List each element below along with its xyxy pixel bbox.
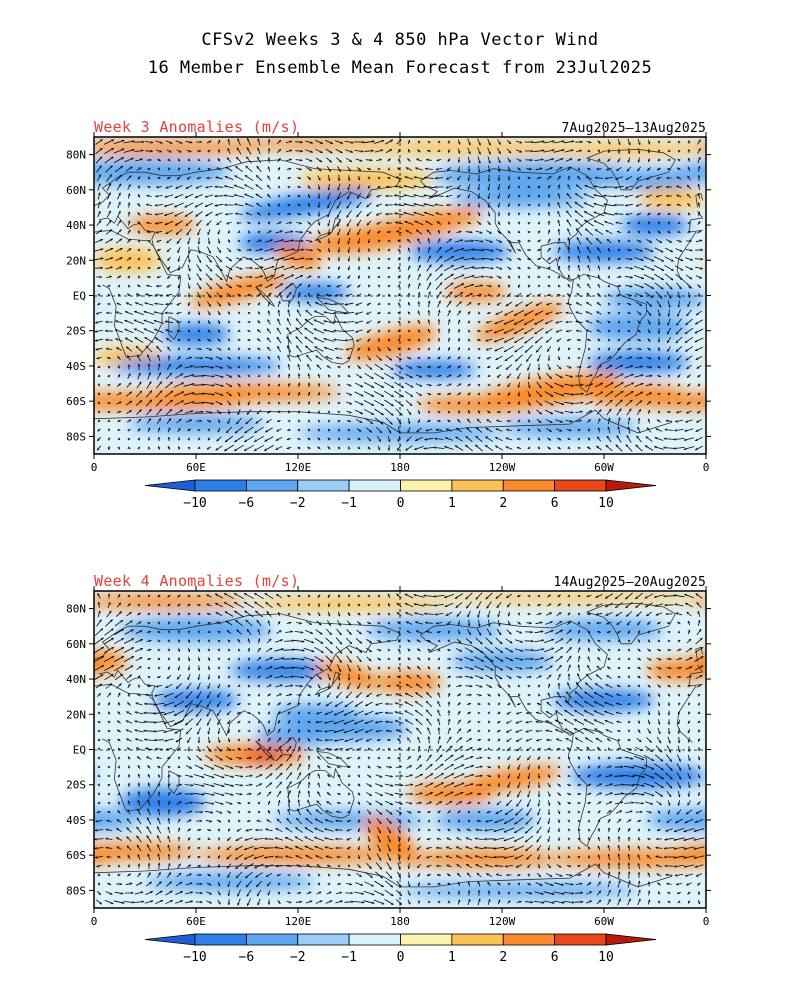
lat-label: 60S: [66, 849, 86, 862]
map-panel-week4: 80N 60N 40N 20N EQ 20S 40S 60S 80S 0 60E 120E 180 120…: [66, 586, 711, 928]
lon-label: 120W: [489, 915, 516, 928]
lon-label: 60W: [594, 915, 614, 928]
lat-label: 80S: [66, 884, 86, 897]
colorbar-label: 0: [397, 496, 405, 511]
colorbar-segment: [194, 933, 247, 946]
colorbar-label: 2: [499, 496, 507, 511]
panel-1-label: Week 3 Anomalies (m/s): [94, 118, 300, 136]
colorbar-label: −1: [341, 950, 357, 965]
lon-label: 120E: [285, 915, 312, 928]
colorbar-segment: [297, 479, 350, 492]
colorbar-segment: [245, 479, 299, 492]
colorbar-segment: [605, 933, 657, 946]
colorbar-label: 6: [551, 496, 559, 511]
colorbar-label: 6: [551, 950, 559, 965]
lat-label: 20S: [66, 779, 86, 792]
lon-label: 60E: [186, 915, 206, 928]
lat-label: 60N: [66, 184, 86, 197]
colorbar-label: −1: [341, 496, 357, 511]
colorbar-segment: [194, 479, 247, 492]
colorbar-segment: [554, 933, 607, 946]
lat-label: EQ: [73, 744, 86, 757]
colorbar-segment: [297, 933, 350, 946]
lon-label: 180: [390, 915, 410, 928]
colorbar-label: −2: [290, 950, 306, 965]
panel-1-dates: 7Aug2025—13Aug2025: [561, 121, 706, 136]
colorbar-segment: [400, 933, 453, 946]
colorbar-label: 10: [598, 950, 614, 965]
lat-label: EQ: [73, 290, 86, 303]
lat-label: 20N: [66, 254, 86, 267]
chart-title-line-1: CFSv2 Weeks 3 & 4 850 hPa Vector Wind: [201, 30, 599, 50]
lon-label: 60E: [186, 461, 206, 474]
colorbar-label: −10: [183, 496, 206, 511]
lat-label: 40N: [66, 219, 86, 232]
lat-label: 60S: [66, 395, 86, 408]
colorbar-segment: [502, 479, 556, 492]
colorbar-segment: [144, 933, 196, 946]
lat-label: 20S: [66, 325, 86, 338]
colorbar-label: −6: [239, 496, 255, 511]
lat-label: 40N: [66, 673, 86, 686]
lon-label: 60W: [594, 461, 614, 474]
colorbar-week3: −10 −6 −2 −1 0 1 2 6 10: [144, 479, 657, 511]
lat-label: 20N: [66, 708, 86, 721]
colorbar-label: −10: [183, 950, 206, 965]
colorbar-label: 0: [397, 950, 405, 965]
colorbar-segment: [451, 479, 504, 492]
colorbar-segment: [554, 479, 607, 492]
colorbar-segment: [348, 479, 401, 492]
colorbar-label: 1: [448, 950, 456, 965]
colorbar-label: 1: [448, 496, 456, 511]
colorbar-segment: [451, 933, 504, 946]
lon-label: 0: [703, 461, 710, 474]
lon-label: 120E: [285, 461, 312, 474]
panel-2-label: Week 4 Anomalies (m/s): [94, 572, 300, 590]
lon-label: 0: [91, 915, 98, 928]
colorbar-segment: [400, 479, 453, 492]
lon-label: 0: [91, 461, 98, 474]
lat-label: 60N: [66, 638, 86, 651]
colorbar-label: −2: [290, 496, 306, 511]
lat-label: 40S: [66, 814, 86, 827]
panel-2-dates: 14Aug2025—20Aug2025: [553, 575, 706, 590]
colorbar-segment: [245, 933, 299, 946]
lat-label: 80N: [66, 149, 86, 162]
colorbar-label: −6: [239, 950, 255, 965]
colorbar-label: 2: [499, 950, 507, 965]
lat-label: 80S: [66, 430, 86, 443]
map-panel-week3: 80N 60N 40N 20N EQ 20S 40S 60S 80S 0 60E 120E 180 120…: [66, 132, 711, 474]
lat-label: 40S: [66, 360, 86, 373]
colorbar-segment: [348, 933, 401, 946]
lat-label: 80N: [66, 603, 86, 616]
lon-label: 180: [390, 461, 410, 474]
colorbar-week4: −10 −6 −2 −1 0 1 2 6 10: [144, 933, 657, 965]
colorbar-label: 10: [598, 496, 614, 511]
chart-title-line-2: 16 Member Ensemble Mean Forecast from 23…: [147, 58, 653, 78]
colorbar-segment: [502, 933, 556, 946]
lon-label: 120W: [489, 461, 516, 474]
colorbar-segment: [144, 479, 196, 492]
colorbar-segment: [605, 479, 657, 492]
lon-label: 0: [703, 915, 710, 928]
